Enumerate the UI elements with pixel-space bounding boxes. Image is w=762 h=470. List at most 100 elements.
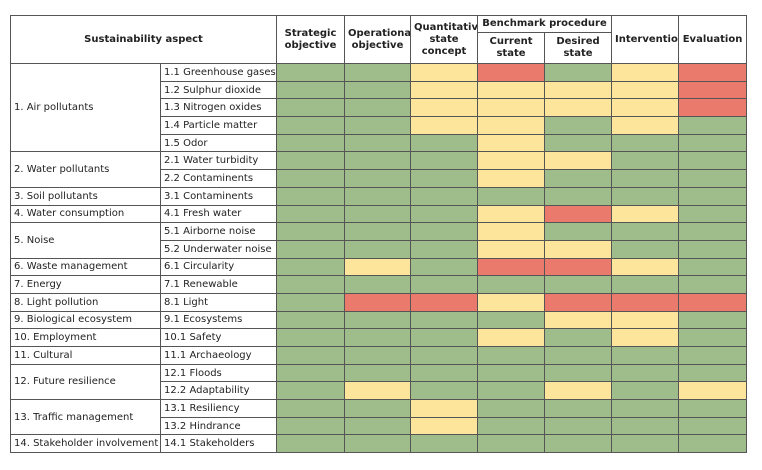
status-cell [611,222,680,241]
status-cell [611,80,680,100]
aspect-label: 3. Soil pollutants [10,186,161,206]
status-cell [611,416,680,436]
status-cell [611,399,680,418]
aspect-label: 14. Stakeholder involvement [10,434,161,454]
row: 11. Cultural 11.1 Archaeology [10,346,748,365]
status-cell [410,98,479,118]
status-cell [678,328,748,347]
row: 14. Stakeholder involvement 14.1 Stakehol… [10,434,748,454]
sub-aspect-label: 1.1 Greenhouse gases [159,63,278,82]
status-cell [544,239,613,259]
status-cell [544,204,613,224]
status-cell [611,328,680,347]
status-cell [544,434,613,454]
status-cell [544,169,613,188]
status-cell [477,222,546,241]
sustainability-table: Sustainability aspect Strategic objective… [9,15,748,454]
status-cell [477,116,546,135]
status-cell [544,275,613,294]
status-cell [477,381,546,401]
status-cell [410,116,479,135]
aspect-label: 12. Future resilience [10,363,161,401]
status-cell [477,151,546,171]
status-cell [544,363,613,383]
row: 3. Soil pollutants 3.1 Contaminents [10,186,748,206]
sub-aspect-label: 13.1 Resiliency [159,399,278,418]
sub-aspect-label: 5.2 Underwater noise [159,239,278,259]
header-cell: Intervention [611,15,680,64]
aspect-label: 2. Water pollutants [10,151,161,188]
status-cell [477,63,546,82]
status-cell [611,363,680,383]
aspect-label: 7. Energy [10,275,161,294]
status-cell [544,98,613,118]
status-cell [276,80,346,100]
row: 1. Air pollutants 1.1 Greenhouse gases [10,62,748,153]
status-cell [544,80,613,100]
status-cell [344,328,412,347]
status-cell [678,98,748,118]
status-cell [276,239,346,259]
status-cell [544,63,613,82]
status-cell [544,346,613,365]
status-cell [344,346,412,365]
header-cell: Operational objective [344,15,412,64]
status-cell [611,239,680,259]
status-cell [410,204,479,224]
status-cell [611,292,680,312]
status-cell [410,222,479,241]
status-cell [276,434,346,454]
status-cell [410,328,479,347]
status-cell [410,381,479,401]
status-cell [544,257,613,277]
status-cell [544,186,613,206]
status-cell [344,416,412,436]
status-cell [611,434,680,454]
status-cell [276,186,346,206]
row: 1.4 Particle matter [11,116,748,135]
status-cell [678,186,748,206]
status-cell [678,204,748,224]
status-cell [678,381,748,401]
status-cell [276,328,346,347]
sub-aspect-label: 4.1 Fresh water [159,204,278,224]
status-cell [344,381,412,401]
row: 12. Future resilience 12.1 Floods [10,363,748,401]
status-cell [410,186,479,206]
status-cell [410,169,479,188]
row: 6. Waste management 6.1 Circularity [10,257,748,277]
status-cell [678,346,748,365]
sub-aspect-label: 5.1 Airborne noise [159,222,278,241]
status-cell [477,292,546,312]
status-cell [477,363,546,383]
status-cell [344,169,412,188]
sub-aspect-label: 3.1 Contaminents [159,186,278,206]
aspect-label: 13. Traffic management [10,399,161,436]
row: 1.2 Sulphur dioxide [11,80,748,100]
aspect-label: 10. Employment [10,328,161,347]
status-cell [276,98,346,118]
status-cell [544,328,613,347]
status-cell [544,381,613,401]
status-cell [477,98,546,118]
status-cell [276,222,346,241]
status-cell [611,133,680,153]
status-cell [410,63,479,82]
row: 5.2 Underwater noise [11,239,748,259]
status-cell [410,257,479,277]
aspect-label: 8. Light pollution [10,292,161,312]
status-cell [276,204,346,224]
status-cell [678,239,748,259]
sub-aspect-label: 8.1 Light [159,292,278,312]
status-cell [678,257,748,277]
status-cell [276,310,346,330]
status-cell [678,310,748,330]
sub-aspect-label: 7.1 Renewable [159,275,278,294]
status-cell [276,416,346,436]
status-cell [477,416,546,436]
status-cell [477,80,546,100]
header-cell: Sustainability aspect [9,15,278,64]
status-cell [678,275,748,294]
status-cell [276,399,346,418]
status-cell [276,151,346,171]
